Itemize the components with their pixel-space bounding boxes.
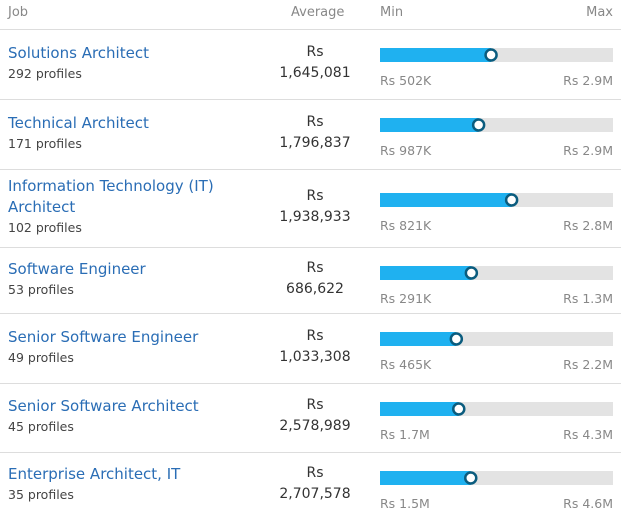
job-cell: Enterprise Architect, IT 35 profiles [8, 453, 223, 518]
row: Enterprise Architect, IT 35 profiles Rs 2,7… [0, 453, 621, 518]
range: Rs 291K Rs 1.3M [380, 265, 613, 315]
average-knob [464, 266, 479, 280]
average-fill [380, 193, 512, 207]
min-label: Rs 821K [380, 218, 432, 233]
min-label: Rs 987K [380, 143, 432, 158]
range: Rs 821K Rs 2.8M [380, 192, 613, 242]
job-cell: Senior Software Engineer 49 profiles [8, 314, 223, 383]
range: Rs 502K Rs 2.9M [380, 47, 613, 97]
average-cell: Rs 1,033,308 [260, 314, 370, 383]
average-value: 1,938,933 [279, 208, 351, 225]
currency: Rs [306, 327, 324, 344]
average-knob [452, 402, 466, 416]
profile-count: 53 profiles [8, 281, 74, 297]
average-cell: Rs 1,645,081 [260, 30, 370, 99]
max-label: Rs 1.3M [563, 291, 613, 306]
job-cell: Senior Software Architect 45 profiles [8, 384, 223, 452]
job-cell: Software Engineer 53 profiles [8, 248, 223, 313]
average-fill [380, 402, 459, 416]
job-title[interactable]: Software Engineer [8, 259, 146, 278]
header-min: Min [380, 5, 404, 20]
average-knob [464, 471, 478, 485]
max-label: Rs 2.8M [563, 218, 613, 233]
range-bar [380, 266, 613, 280]
max-label: Rs 2.9M [563, 73, 613, 88]
average-cell: Rs 1,938,933 [260, 170, 370, 247]
job-title[interactable]: Information Technology (IT) Architect [8, 177, 214, 216]
average-value: 2,707,578 [279, 485, 351, 502]
average-fill [380, 266, 472, 280]
max-label: Rs 2.2M [563, 357, 613, 372]
row: Software Engineer 53 profiles Rs 686,622 Rs … [0, 248, 621, 314]
range-bar [380, 118, 613, 132]
currency: Rs [306, 43, 324, 60]
row: Technical Architect 171 profiles Rs 1,796,8… [0, 100, 621, 170]
min-label: Rs 502K [380, 73, 432, 88]
average-knob [484, 48, 498, 62]
max-label: Rs 4.6M [563, 496, 613, 511]
average-value: 686,622 [286, 280, 344, 297]
header-max: Max [586, 5, 613, 20]
average-cell: Rs 686,622 [260, 248, 370, 313]
row: Senior Software Engineer 49 profiles Rs 1,0… [0, 314, 621, 384]
range: Rs 987K Rs 2.9M [380, 117, 613, 167]
range-bar [380, 332, 613, 346]
average-fill [380, 118, 479, 132]
range: Rs 465K Rs 2.2M [380, 331, 613, 381]
profile-count: 102 profiles [8, 220, 82, 235]
average-cell: Rs 2,707,578 [260, 453, 370, 518]
header-average: Average [291, 5, 345, 20]
range-bar [380, 193, 613, 207]
currency: Rs [306, 259, 324, 276]
profile-count: 171 profiles [8, 135, 82, 151]
min-label: Rs 291K [380, 291, 432, 306]
average-value: 1,645,081 [279, 64, 351, 81]
average-fill [380, 332, 457, 346]
max-label: Rs 4.3M [563, 427, 613, 442]
average-knob [471, 118, 486, 132]
profile-count: 49 profiles [8, 349, 74, 365]
average-knob [504, 193, 519, 207]
range: Rs 1.7M Rs 4.3M [380, 401, 613, 451]
job-title[interactable]: Enterprise Architect, IT [8, 464, 181, 483]
min-label: Rs 1.7M [380, 427, 430, 442]
average-knob [449, 332, 464, 346]
min-label: Rs 1.5M [380, 496, 430, 511]
currency: Rs [306, 464, 324, 481]
average-value: 1,033,308 [279, 348, 351, 365]
max-label: Rs 2.9M [563, 143, 613, 158]
average-cell: Rs 1,796,837 [260, 100, 370, 169]
average-cell: Rs 2,578,989 [260, 384, 370, 452]
job-title[interactable]: Senior Software Engineer [8, 327, 199, 346]
currency: Rs [306, 397, 324, 413]
job-cell: Information Technology (IT) Architect 102… [8, 170, 223, 247]
average-fill [380, 48, 492, 62]
job-title[interactable]: Senior Software Architect [8, 397, 199, 415]
job-title[interactable]: Technical Architect [8, 113, 149, 132]
min-label: Rs 465K [380, 357, 432, 372]
profile-count: 45 profiles [8, 419, 74, 434]
job-cell: Solutions Architect 292 profiles [8, 30, 223, 99]
job-cell: Technical Architect 171 profiles [8, 100, 223, 169]
range-bar [380, 402, 613, 416]
range-bar [380, 471, 613, 485]
row: Senior Software Architect 45 profiles Rs 2,… [0, 384, 621, 453]
profile-count: 35 profiles [8, 486, 74, 502]
average-value: 2,578,989 [279, 418, 351, 434]
header: Job Average Min Max [0, 0, 621, 30]
currency: Rs [306, 113, 324, 130]
average-fill [380, 471, 471, 485]
average-value: 1,796,837 [279, 134, 351, 151]
range: Rs 1.5M Rs 4.6M [380, 470, 613, 518]
header-job: Job [8, 5, 29, 20]
currency: Rs [306, 187, 324, 204]
rows: Solutions Architect 292 profiles Rs 1,645,0… [0, 30, 621, 518]
row: Solutions Architect 292 profiles Rs 1,645,0… [0, 30, 621, 100]
profile-count: 292 profiles [8, 65, 82, 81]
range-bar [380, 48, 613, 62]
job-title[interactable]: Solutions Architect [8, 43, 149, 62]
row: Information Technology (IT) Architect 102… [0, 170, 621, 248]
